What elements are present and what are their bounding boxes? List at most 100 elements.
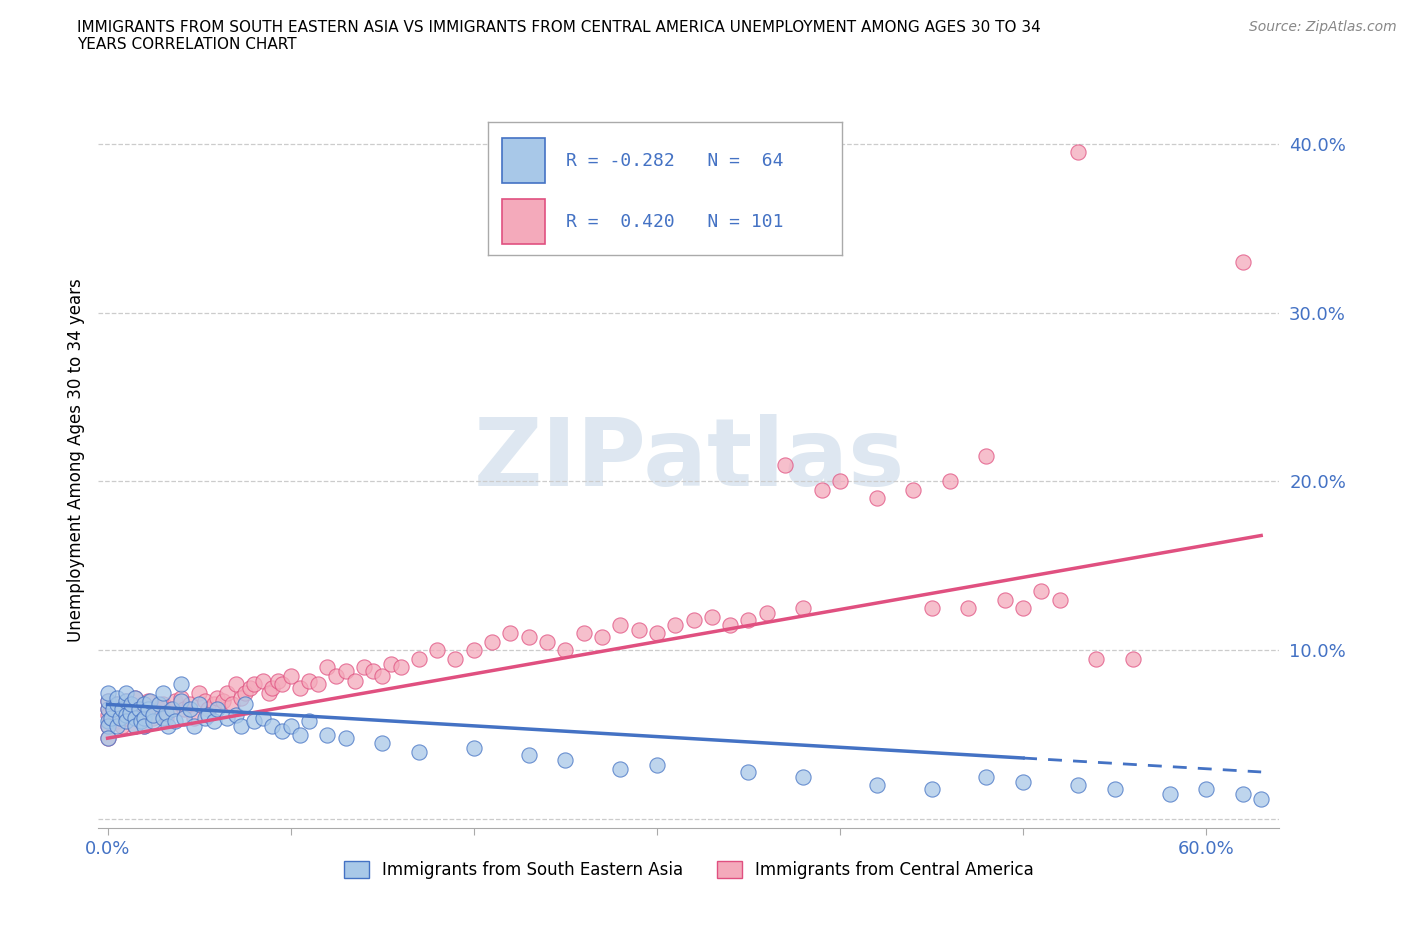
Point: [97, 707, 120, 722]
Point: [101, 702, 124, 717]
Point: [380, 657, 402, 671]
Point: [627, 623, 650, 638]
Point: [197, 707, 219, 722]
Point: [1012, 601, 1035, 616]
Point: [202, 714, 225, 729]
Point: [1085, 651, 1108, 666]
Point: [233, 697, 256, 711]
Point: [921, 781, 943, 796]
Point: [1067, 145, 1090, 160]
Point: [173, 711, 195, 725]
Point: [115, 685, 138, 700]
Point: [233, 685, 256, 700]
Point: [155, 711, 177, 725]
Point: [170, 677, 193, 692]
Point: [105, 697, 128, 711]
Point: [1250, 791, 1272, 806]
Point: [100, 711, 122, 725]
Point: [262, 719, 284, 734]
Text: YEARS CORRELATION CHART: YEARS CORRELATION CHART: [77, 37, 297, 52]
Point: [207, 702, 229, 717]
Point: [160, 702, 183, 717]
Point: [773, 458, 796, 472]
Point: [105, 690, 128, 705]
Point: [865, 491, 887, 506]
Point: [134, 711, 156, 725]
Point: [231, 719, 253, 734]
Point: [170, 690, 193, 705]
Point: [645, 758, 668, 773]
Point: [353, 659, 375, 674]
Point: [160, 702, 183, 717]
Point: [136, 694, 159, 709]
Point: [148, 702, 170, 717]
Point: [288, 727, 311, 742]
Point: [554, 643, 576, 658]
Point: [957, 601, 980, 616]
Point: [921, 601, 943, 616]
Point: [609, 761, 631, 776]
Point: [188, 685, 211, 700]
Point: [664, 618, 686, 632]
Point: [307, 677, 329, 692]
Point: [828, 474, 851, 489]
Text: Source: ZipAtlas.com: Source: ZipAtlas.com: [1249, 20, 1396, 34]
Point: [536, 634, 558, 649]
Point: [101, 702, 124, 717]
Point: [792, 770, 814, 785]
Point: [97, 702, 120, 717]
Point: [1232, 787, 1254, 802]
Point: [183, 719, 205, 734]
Point: [124, 690, 146, 705]
Point: [262, 680, 284, 695]
Point: [737, 613, 759, 628]
Point: [755, 605, 778, 620]
Point: [194, 694, 217, 709]
Point: [645, 626, 668, 641]
Point: [499, 626, 522, 641]
Point: [792, 601, 814, 616]
Point: [231, 690, 253, 705]
Point: [120, 697, 142, 711]
Point: [280, 669, 302, 684]
Point: [97, 731, 120, 746]
Point: [152, 685, 174, 700]
Point: [591, 630, 613, 644]
Point: [810, 483, 832, 498]
Point: [212, 694, 235, 709]
Point: [97, 719, 120, 734]
Point: [700, 609, 723, 624]
Point: [682, 613, 704, 628]
Point: [298, 673, 321, 688]
Point: [554, 752, 576, 767]
Point: [165, 714, 187, 729]
Point: [239, 680, 262, 695]
Point: [142, 714, 165, 729]
Point: [389, 659, 412, 674]
Point: [115, 714, 138, 729]
Point: [97, 694, 120, 709]
Point: [194, 711, 217, 725]
Point: [138, 707, 160, 722]
Point: [129, 714, 152, 729]
Point: [156, 719, 179, 734]
Point: [517, 748, 540, 763]
Point: [152, 711, 174, 725]
Point: [976, 448, 998, 463]
Point: [865, 778, 887, 793]
Point: [572, 626, 595, 641]
Point: [138, 694, 160, 709]
Text: ZIPatlas: ZIPatlas: [474, 415, 904, 506]
Point: [134, 697, 156, 711]
Point: [97, 719, 120, 734]
Point: [270, 677, 292, 692]
Point: [737, 764, 759, 779]
Point: [136, 702, 159, 717]
Point: [124, 711, 146, 725]
Point: [105, 697, 128, 711]
Point: [298, 714, 321, 729]
Point: [1012, 775, 1035, 790]
Point: [97, 731, 120, 746]
Point: [939, 474, 962, 489]
Point: [481, 634, 503, 649]
